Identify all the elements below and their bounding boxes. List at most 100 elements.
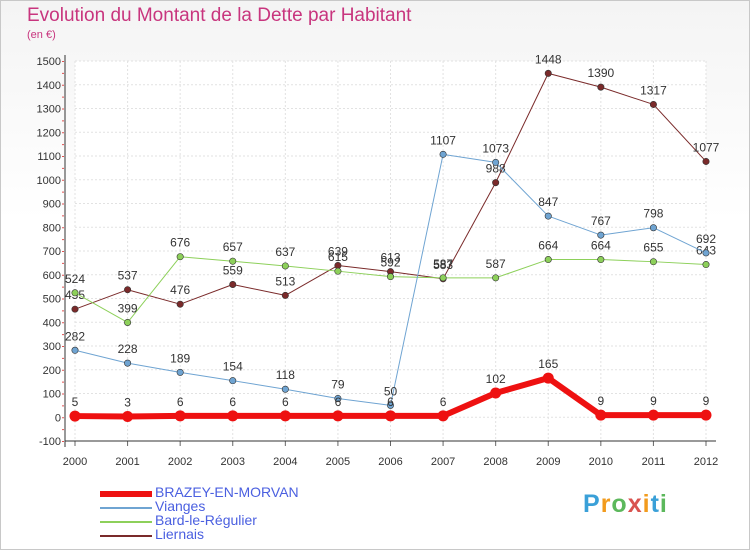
data-point	[386, 401, 394, 409]
data-label: 524	[65, 272, 85, 286]
x-tick-label: 2004	[273, 456, 297, 468]
x-tick-label: 2003	[221, 456, 245, 468]
data-label: 676	[170, 236, 190, 250]
y-tick-label: 500	[43, 294, 61, 306]
data-point	[649, 224, 657, 232]
y-tick-label: 1000	[37, 175, 61, 187]
data-label: 655	[643, 241, 663, 255]
data-point	[334, 267, 342, 275]
y-tick-label: 1200	[37, 127, 61, 139]
y-tick-label: 700	[43, 246, 61, 258]
x-tick-label: 2008	[483, 456, 507, 468]
data-point	[281, 385, 289, 393]
data-point	[71, 305, 79, 313]
logo-letter: P	[583, 490, 601, 518]
data-point	[332, 410, 344, 422]
data-point	[595, 409, 607, 421]
x-tick-label: 2001	[115, 456, 139, 468]
data-label: 592	[380, 256, 400, 270]
data-point	[649, 258, 657, 266]
x-tick-label: 2009	[536, 456, 560, 468]
y-tick-label: 0	[55, 412, 61, 424]
data-label: 79	[331, 377, 345, 391]
data-label: 102	[486, 372, 506, 386]
data-label: 399	[118, 301, 138, 315]
logo-letter: t	[650, 490, 660, 518]
data-label: 165	[538, 357, 558, 371]
data-point	[174, 410, 186, 422]
legend-label: BRAZEY-EN-MORVAN	[155, 484, 299, 500]
data-label: 692	[696, 232, 716, 246]
logo-letter: i	[659, 490, 668, 518]
data-label: 1077	[693, 140, 720, 154]
data-label: 1317	[640, 83, 667, 97]
data-label: 587	[486, 257, 506, 271]
data-label: 559	[223, 263, 243, 277]
logo-letter: x	[627, 490, 643, 518]
data-point	[334, 394, 342, 402]
y-tick-label: 300	[43, 341, 61, 353]
data-label: 664	[591, 239, 611, 253]
data-point	[492, 179, 500, 187]
x-tick-label: 2011	[642, 456, 666, 468]
data-point	[122, 411, 134, 423]
data-label: 118	[276, 368, 295, 382]
data-point	[124, 286, 132, 294]
data-label: 1448	[535, 52, 562, 66]
data-point	[597, 231, 605, 239]
y-tick-label: 1500	[37, 56, 61, 68]
legend-swatch	[100, 507, 152, 509]
data-label: 657	[223, 240, 243, 254]
chart-title: Evolution du Montant de la Dette par Hab…	[27, 5, 412, 26]
data-label: 1073	[482, 141, 509, 155]
x-tick-label: 2002	[168, 456, 192, 468]
data-point	[544, 256, 552, 264]
data-label: 6	[387, 395, 394, 409]
data-label: 5	[72, 395, 79, 409]
data-point	[439, 274, 447, 282]
data-point	[176, 253, 184, 261]
data-label: 615	[328, 250, 348, 264]
data-point	[281, 262, 289, 270]
data-label: 587	[433, 257, 453, 271]
data-point	[544, 212, 552, 220]
data-point	[492, 158, 500, 166]
x-tick-label: 2012	[694, 456, 718, 468]
data-label: 1107	[430, 133, 456, 147]
legend-swatch	[100, 535, 152, 537]
y-tick-label: 800	[43, 222, 61, 234]
data-label: 639	[328, 244, 348, 258]
data-label: 228	[118, 342, 138, 356]
logo-letter: i	[642, 490, 651, 518]
legend-label: Bard-le-Régulier	[155, 512, 257, 528]
data-label: 6	[282, 395, 289, 409]
data-point	[176, 300, 184, 308]
data-label: 664	[538, 239, 558, 253]
data-point	[700, 409, 712, 421]
data-point	[71, 346, 79, 354]
chart-subtitle: (en €)	[27, 29, 56, 41]
data-point	[490, 387, 502, 399]
data-label: 154	[223, 360, 243, 374]
data-label: 513	[275, 274, 295, 288]
legend-label: Vianges	[155, 498, 206, 514]
proxiti-logo: Proxiti	[583, 490, 668, 519]
y-tick-label: 1300	[37, 104, 61, 116]
data-label: 6	[335, 395, 342, 409]
y-tick-label: -100	[39, 436, 61, 448]
data-point	[597, 83, 605, 91]
legend-swatch	[100, 521, 152, 523]
y-tick-label: 600	[43, 270, 61, 282]
x-tick-label: 2006	[378, 456, 402, 468]
data-label: 6	[177, 395, 184, 409]
data-label: 9	[597, 394, 604, 408]
data-point	[702, 261, 710, 269]
data-label: 988	[486, 162, 506, 176]
data-point	[229, 280, 237, 288]
data-point	[702, 249, 710, 257]
data-label: 6	[229, 395, 236, 409]
data-point	[437, 410, 449, 422]
data-label: 767	[591, 214, 611, 228]
data-point	[71, 289, 79, 297]
